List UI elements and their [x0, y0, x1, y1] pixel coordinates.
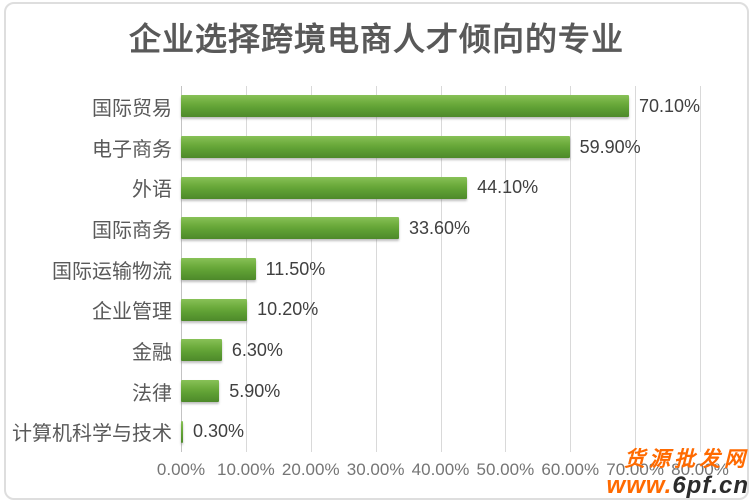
x-axis-labels: 0.00% 10.00% 20.00% 30.00% 40.00% 50.00% 60.00…	[157, 460, 729, 484]
gridline	[505, 86, 507, 452]
bar-row: 11.50%	[181, 249, 700, 290]
watermark-url: www.6pf.cn	[607, 472, 749, 500]
x-tick-label: 60.00%	[541, 460, 600, 479]
bar	[181, 420, 183, 443]
value-label: 44.10%	[477, 177, 539, 198]
x-tick-label: 0.00%	[156, 460, 206, 479]
bar-row: 59.90%	[181, 127, 700, 168]
x-tick-label: 50.00%	[476, 460, 535, 479]
plot-area: 70.10% 59.90% 44.10% 33.60% 11.50% 10.20% 6.30…	[181, 86, 701, 452]
category-label: 计算机科学与技术	[12, 423, 172, 446]
bar	[181, 136, 570, 158]
watermark: 货源批发网 www.6pf.cn	[607, 448, 749, 500]
chart-title: 企业选择跨境电商人才倾向的专业	[128, 21, 624, 57]
bar-rows: 70.10% 59.90% 44.10% 33.60% 11.50% 10.20% 6.30…	[181, 86, 700, 452]
value-label: 11.50%	[265, 258, 326, 279]
bar-row: 6.30%	[181, 330, 700, 371]
bar-row: 33.60%	[181, 208, 700, 249]
value-label: 6.30%	[231, 339, 283, 360]
bar	[181, 339, 222, 362]
bar-row: 10.20%	[181, 289, 700, 330]
gridline	[700, 86, 701, 452]
bar	[181, 258, 256, 281]
x-tick-label: 70.00%	[606, 460, 664, 479]
bar	[181, 176, 468, 199]
gridline	[635, 86, 637, 452]
bar-row: 0.30%	[181, 411, 700, 452]
gridline	[570, 86, 572, 452]
x-tick-label: 80.00%	[671, 460, 729, 479]
category-label: 企业管理	[92, 301, 172, 324]
category-label: 国际运输物流	[52, 260, 172, 283]
bar-row: 70.10%	[181, 86, 700, 127]
watermark-url-suffix: 6pf.cn	[672, 472, 749, 500]
value-label: 70.10%	[638, 95, 700, 116]
x-tick-label: 20.00%	[281, 460, 340, 479]
bar-row: 5.90%	[181, 371, 700, 412]
category-label: 外语	[132, 179, 172, 202]
category-label: 电子商务	[92, 138, 172, 161]
category-label: 国际贸易	[92, 97, 172, 120]
gridline	[440, 86, 442, 452]
bar	[181, 95, 629, 118]
x-tick-label: 30.00%	[346, 460, 405, 479]
value-label: 33.60%	[408, 217, 471, 238]
category-label: 法律	[132, 382, 172, 405]
category-label: 国际商务	[92, 219, 172, 242]
watermark-url-prefix: www.	[606, 472, 673, 500]
x-tick-label: 10.00%	[217, 460, 275, 479]
category-label: 金融	[132, 341, 172, 364]
bar-row: 44.10%	[181, 167, 700, 208]
value-label: 10.20%	[257, 299, 319, 320]
gridline	[310, 86, 312, 452]
value-label: 59.90%	[579, 136, 641, 157]
value-label: 5.90%	[229, 380, 281, 401]
bar	[181, 217, 399, 240]
bar	[181, 380, 220, 403]
watermark-site-name: 货源批发网	[624, 448, 749, 472]
gridline	[375, 86, 377, 452]
category-axis: 国际贸易电子商务外语国际商务国际运输物流企业管理金融法律计算机科学与技术	[8, 86, 172, 452]
x-tick-label: 40.00%	[411, 460, 470, 479]
value-label: 0.30%	[193, 421, 245, 442]
bar	[181, 298, 248, 321]
